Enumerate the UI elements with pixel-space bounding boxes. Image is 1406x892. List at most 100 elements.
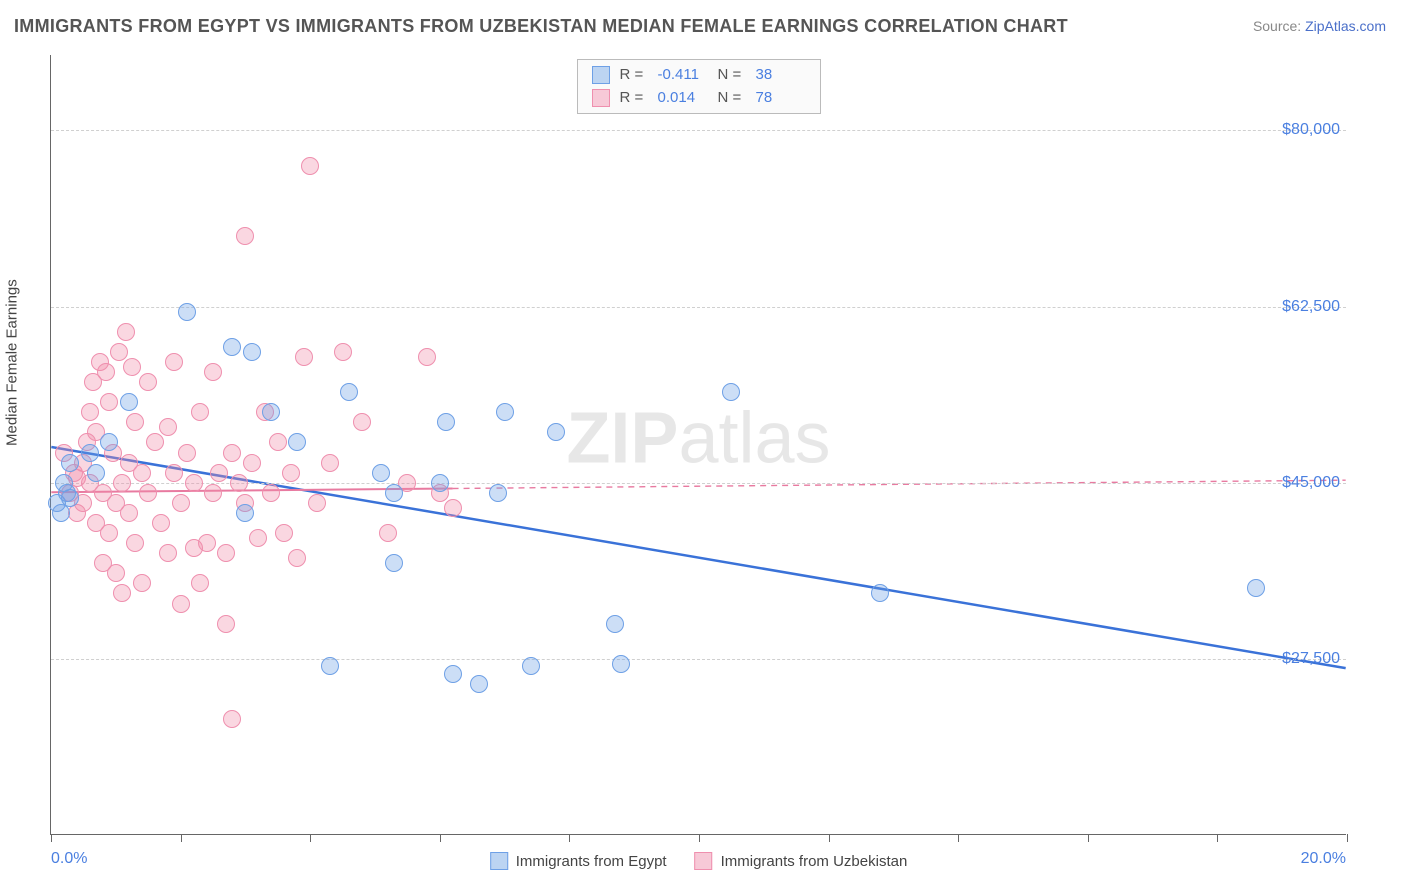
scatter-point (159, 544, 177, 562)
scatter-point (110, 343, 128, 361)
scatter-point (61, 489, 79, 507)
scatter-point (100, 524, 118, 542)
scatter-point (262, 484, 280, 502)
scatter-point (444, 499, 462, 517)
x-tick (829, 834, 830, 842)
scatter-point (243, 454, 261, 472)
trend-line-dashed (453, 480, 1346, 488)
scatter-point (431, 474, 449, 492)
scatter-point (236, 504, 254, 522)
x-tick (569, 834, 570, 842)
legend-series-label: Immigrants from Egypt (516, 853, 667, 870)
legend-swatch (490, 852, 508, 870)
scatter-point (198, 534, 216, 552)
scatter-point (722, 383, 740, 401)
x-tick (310, 834, 311, 842)
scatter-point (120, 504, 138, 522)
scatter-point (871, 584, 889, 602)
scatter-point (340, 383, 358, 401)
scatter-point (288, 549, 306, 567)
scatter-point (100, 393, 118, 411)
legend-row: R =-0.411N =38 (592, 64, 806, 87)
scatter-point (126, 413, 144, 431)
scatter-point (146, 433, 164, 451)
legend-r-value: 0.014 (658, 87, 708, 110)
legend-swatch (592, 89, 610, 107)
scatter-point (172, 494, 190, 512)
scatter-point (123, 358, 141, 376)
scatter-point (470, 675, 488, 693)
scatter-point (87, 464, 105, 482)
scatter-point (133, 464, 151, 482)
watermark-light: atlas (678, 398, 830, 478)
scatter-point (612, 655, 630, 673)
y-axis-title: Median Female Earnings (4, 279, 21, 446)
legend-n-label: N = (718, 87, 746, 110)
x-axis-max-label: 20.0% (1301, 850, 1346, 868)
scatter-point (217, 544, 235, 562)
y-tick-label: $45,000 (1282, 474, 1340, 492)
scatter-point (185, 474, 203, 492)
scatter-point (159, 418, 177, 436)
legend-item: Immigrants from Uzbekistan (695, 852, 908, 870)
scatter-point (100, 433, 118, 451)
scatter-point (223, 444, 241, 462)
y-tick-label: $62,500 (1282, 298, 1340, 316)
gridline (51, 307, 1346, 308)
scatter-point (269, 433, 287, 451)
scatter-point (385, 484, 403, 502)
scatter-point (308, 494, 326, 512)
scatter-point (81, 444, 99, 462)
x-tick (1088, 834, 1089, 842)
scatter-point (489, 484, 507, 502)
chart-plot-area: ZIPatlas R =-0.411N =38R =0.014N =78 Imm… (50, 55, 1346, 835)
legend-row: R =0.014N =78 (592, 87, 806, 110)
scatter-point (606, 615, 624, 633)
source-link[interactable]: ZipAtlas.com (1305, 18, 1386, 34)
scatter-point (295, 348, 313, 366)
legend-swatch (592, 66, 610, 84)
scatter-point (178, 303, 196, 321)
scatter-point (217, 615, 235, 633)
scatter-point (444, 665, 462, 683)
y-tick-label: $80,000 (1282, 121, 1340, 139)
x-tick (699, 834, 700, 842)
scatter-point (81, 403, 99, 421)
scatter-point (230, 474, 248, 492)
scatter-point (223, 338, 241, 356)
legend-swatch (695, 852, 713, 870)
scatter-point (262, 403, 280, 421)
legend-r-label: R = (620, 87, 648, 110)
legend-r-value: -0.411 (658, 64, 708, 87)
scatter-point (178, 444, 196, 462)
scatter-point (165, 464, 183, 482)
scatter-point (113, 584, 131, 602)
scatter-point (522, 657, 540, 675)
scatter-point (210, 464, 228, 482)
x-tick (181, 834, 182, 842)
scatter-point (165, 353, 183, 371)
scatter-point (120, 393, 138, 411)
scatter-point (126, 534, 144, 552)
scatter-point (353, 413, 371, 431)
scatter-point (152, 514, 170, 532)
scatter-point (275, 524, 293, 542)
scatter-point (61, 454, 79, 472)
scatter-point (204, 484, 222, 502)
chart-title: IMMIGRANTS FROM EGYPT VS IMMIGRANTS FROM… (14, 16, 1068, 37)
gridline (51, 659, 1346, 660)
scatter-point (133, 574, 151, 592)
scatter-point (249, 529, 267, 547)
source-label: Source: (1253, 18, 1305, 34)
trend-lines (51, 55, 1346, 834)
legend-n-label: N = (718, 64, 746, 87)
legend-n-value: 38 (756, 64, 806, 87)
scatter-point (243, 343, 261, 361)
scatter-point (223, 710, 241, 728)
scatter-point (418, 348, 436, 366)
correlation-legend: R =-0.411N =38R =0.014N =78 (577, 59, 821, 114)
y-tick-label: $27,500 (1282, 650, 1340, 668)
x-tick (1217, 834, 1218, 842)
scatter-point (379, 524, 397, 542)
scatter-point (282, 464, 300, 482)
